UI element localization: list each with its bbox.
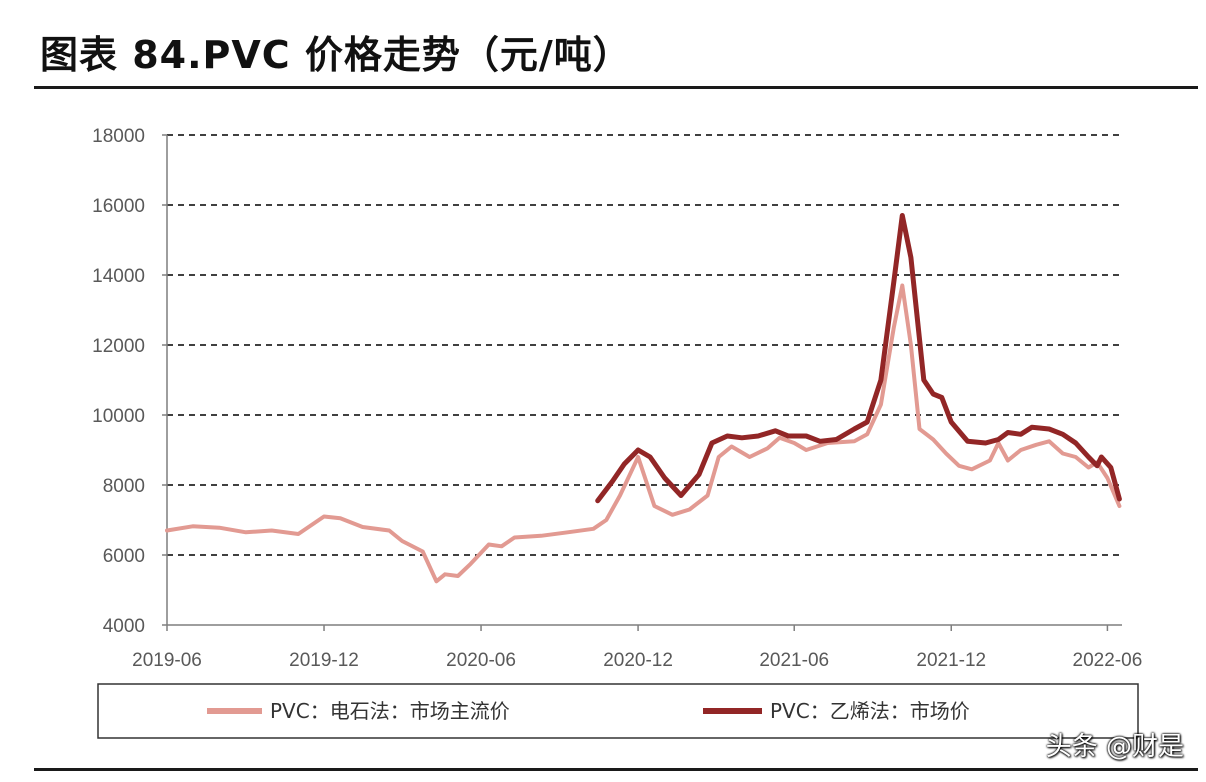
x-tick-label: 2019-06 [132,650,202,671]
x-tick-label: 2022-06 [1073,650,1143,671]
legend-label-carbide: PVC：电石法：市场主流价 [270,699,510,723]
x-tick-label: 2020-12 [603,650,673,671]
x-tick-label: 2021-12 [916,650,986,671]
series-line-ethylene [595,213,1122,504]
bottom-rule [34,768,1198,771]
x-tick-label: 2019-12 [289,650,359,671]
y-tick-label: 10000 [92,406,145,427]
y-tick-label: 8000 [103,476,145,497]
legend-label-ethylene: PVC：乙烯法：市场价 [770,699,970,723]
x-tick-labels: 2019-06 2019-12 2020-06 2020-12 2021-06 2021-… [132,650,1142,671]
grid-lines [167,134,1122,556]
y-tick-label: 16000 [92,196,145,217]
watermark: 头条 @财是 [1045,732,1184,762]
y-tick-labels: 4000 6000 8000 10000 12000 14000 16000 18000 [92,126,145,637]
x-tick-label: 2020-06 [446,650,516,671]
y-tick-label: 6000 [103,546,145,567]
top-rule [34,86,1198,89]
y-tick-label: 14000 [92,266,145,287]
x-tick-label: 2021-06 [759,650,829,671]
axes [162,134,1122,631]
series-line-carbide [165,283,1122,584]
y-tick-label: 18000 [92,126,145,147]
y-tick-label: 12000 [92,336,145,357]
series-lines [165,213,1122,584]
legend: PVC：电石法：市场主流价 PVC：乙烯法：市场价 [97,683,1139,739]
chart-title: 图表 84.PVC 价格走势（元/吨） [40,33,632,77]
legend-box [97,683,1139,739]
y-tick-label: 4000 [103,616,145,637]
plot-area [166,132,1123,627]
